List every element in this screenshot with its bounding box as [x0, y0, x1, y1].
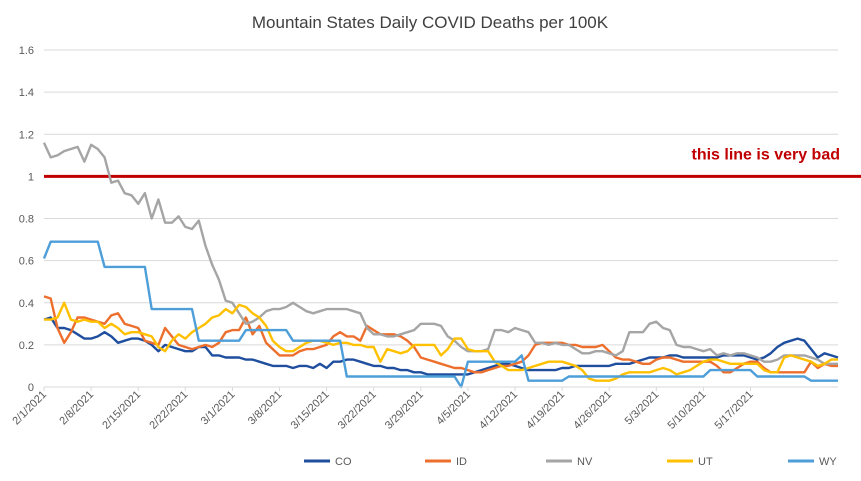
y-tick-label: 1 — [28, 171, 34, 183]
series-line-co — [43, 316, 839, 376]
y-tick-label: 1.2 — [19, 129, 34, 141]
series-line-ut — [44, 301, 838, 382]
legend-label-ut: UT — [698, 456, 713, 468]
y-tick-label: 0.8 — [19, 214, 34, 226]
y-tick-label: 0.6 — [19, 256, 34, 268]
y-tick-label: 0.2 — [19, 340, 34, 352]
chart-title: Mountain States Daily COVID Deaths per 1… — [252, 13, 609, 32]
legend-label-co: CO — [335, 456, 352, 468]
legend-label-nv: NV — [577, 456, 593, 468]
y-tick-label: 0.4 — [19, 298, 34, 310]
reference-line-label: this line is very bad — [692, 146, 841, 163]
y-tick-label: 1.6 — [19, 45, 34, 57]
reference-line-group: this line is very bad — [44, 146, 861, 178]
series-line-wy — [42, 240, 838, 389]
y-tick-label: 0 — [28, 382, 34, 394]
series-line-nv — [42, 142, 838, 365]
y-tick-label: 1.4 — [19, 87, 34, 99]
legend-label-id: ID — [456, 456, 467, 468]
legend: CO ID NV UT WY — [304, 456, 837, 468]
y-axis-ticks: 0 0.2 0.4 0.6 0.8 1 1.2 1.4 1.6 — [19, 45, 34, 394]
legend-label-wy: WY — [819, 456, 837, 468]
series-lines — [42, 142, 839, 389]
